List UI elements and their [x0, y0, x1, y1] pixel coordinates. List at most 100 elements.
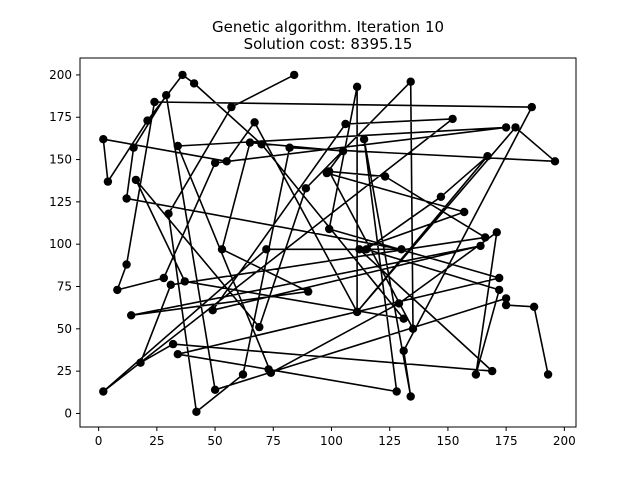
city-point: [481, 233, 490, 242]
city-point: [290, 70, 299, 80]
city-point: [159, 273, 168, 283]
city-point: [189, 79, 199, 88]
city-point: [511, 123, 520, 132]
city-point: [406, 392, 415, 401]
city-point: [362, 245, 371, 254]
y-tick-label: 200: [49, 68, 72, 82]
city-point: [436, 192, 446, 201]
city-point: [394, 299, 404, 308]
chart-subtitle: Solution cost: 8395.15: [244, 35, 413, 53]
city-point: [122, 194, 131, 203]
city-point: [492, 228, 501, 237]
city-point: [238, 370, 248, 379]
city-point: [173, 350, 182, 359]
plot-layer: [99, 70, 560, 416]
city-point: [164, 209, 173, 218]
y-tick-label: 50: [57, 322, 72, 336]
city-point: [476, 241, 485, 251]
city-point: [166, 280, 175, 289]
city-point: [448, 114, 457, 124]
y-tick-label: 0: [64, 406, 72, 420]
city-point: [227, 102, 236, 112]
x-tick-label: 0: [95, 434, 103, 448]
city-point: [222, 157, 231, 166]
city-point: [399, 346, 408, 355]
city-point: [262, 245, 271, 254]
city-point: [397, 245, 406, 254]
y-tick-label: 25: [57, 364, 72, 378]
city-point: [245, 138, 255, 147]
city-point: [352, 307, 362, 317]
city-point: [543, 370, 553, 379]
x-tick-label: 125: [378, 434, 401, 448]
y-tick-label: 125: [49, 195, 72, 209]
city-point: [550, 157, 560, 166]
y-tick-label: 100: [49, 237, 72, 251]
city-point: [471, 370, 481, 379]
city-point: [257, 140, 266, 149]
city-point: [210, 385, 220, 394]
city-point: [217, 245, 227, 254]
city-point: [406, 77, 415, 86]
city-point: [129, 143, 138, 152]
x-axis-ticks: 0 25 50 75 100 125 150 175 200: [95, 427, 576, 448]
city-point: [380, 172, 390, 181]
x-tick-label: 200: [553, 434, 576, 448]
city-point: [162, 91, 171, 100]
city-point: [208, 306, 217, 315]
city-point: [150, 97, 159, 107]
city-point: [529, 302, 539, 311]
city-point: [99, 135, 108, 144]
city-point: [178, 70, 187, 80]
city-point: [495, 285, 504, 295]
city-point: [143, 116, 152, 125]
city-point: [103, 177, 113, 186]
city-point: [255, 322, 264, 332]
city-point: [460, 207, 469, 217]
y-tick-label: 150: [49, 153, 72, 167]
city-point: [495, 273, 504, 283]
city-point: [338, 146, 348, 156]
city-point: [392, 387, 401, 396]
city-point: [210, 158, 220, 168]
city-point: [359, 135, 369, 144]
x-tick-label: 25: [149, 434, 164, 448]
city-point: [352, 82, 362, 92]
x-tick-label: 175: [495, 434, 518, 448]
city-point: [355, 245, 364, 254]
city-point: [192, 407, 201, 416]
x-tick-label: 75: [266, 434, 281, 448]
chart-title: Genetic algorithm. Iteration 10: [212, 18, 444, 36]
city-point: [488, 366, 497, 376]
city-point: [408, 324, 418, 333]
city-point: [483, 152, 492, 161]
city-point: [168, 339, 178, 349]
city-point: [501, 300, 511, 310]
x-tick-label: 150: [436, 434, 459, 448]
y-tick-label: 175: [49, 110, 72, 124]
city-point: [113, 285, 122, 295]
city-point: [180, 277, 189, 286]
city-point: [301, 184, 311, 193]
city-point: [285, 143, 294, 152]
axes-frame: [79, 57, 577, 428]
city-point: [341, 119, 350, 129]
x-tick-label: 100: [320, 434, 343, 448]
x-tick-label: 50: [207, 434, 222, 448]
city-point: [399, 314, 408, 323]
y-axis-ticks: 0 25 50 75 100 125 150 175 200: [49, 68, 80, 420]
y-tick-label: 75: [57, 280, 72, 294]
city-point: [122, 260, 131, 269]
city-point: [99, 387, 108, 396]
city-point: [325, 224, 334, 234]
city-point: [127, 311, 136, 320]
city-point: [527, 102, 536, 112]
city-point: [501, 123, 511, 132]
city-point: [501, 294, 511, 303]
city-point: [131, 175, 141, 185]
city-point: [173, 141, 182, 151]
city-point: [250, 118, 259, 127]
city-point: [304, 287, 313, 296]
